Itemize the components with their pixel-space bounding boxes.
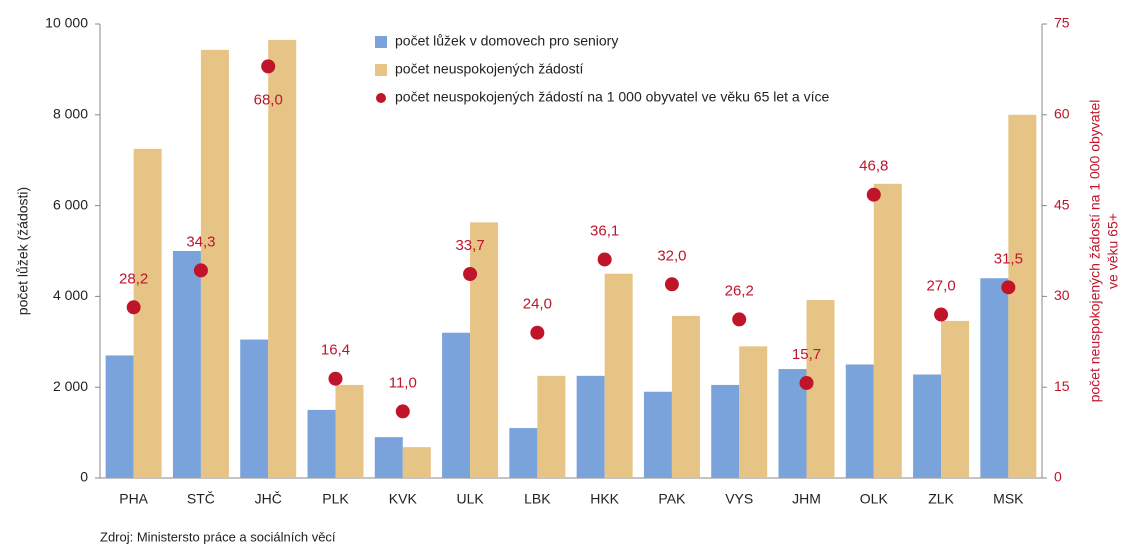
x-tick-label: JHČ xyxy=(255,491,282,507)
x-tick-label: KVK xyxy=(389,491,418,507)
y2-tick-label: 45 xyxy=(1054,196,1070,212)
bar xyxy=(1008,114,1037,479)
y2-tick-label: 75 xyxy=(1054,15,1070,31)
bar xyxy=(268,39,297,478)
bar xyxy=(442,332,471,478)
bar xyxy=(941,320,970,478)
bar xyxy=(537,375,566,478)
y-tick-label: 4 000 xyxy=(53,287,88,303)
bar xyxy=(374,437,403,478)
x-tick-label: HKK xyxy=(590,491,619,507)
x-tick-label: PLK xyxy=(322,491,349,507)
data-label: 16,4 xyxy=(321,342,350,359)
dot xyxy=(1001,280,1016,295)
y-tick-label: 6 000 xyxy=(53,196,88,212)
data-label: 27,0 xyxy=(926,278,955,295)
dot xyxy=(664,277,679,292)
data-label: 28,2 xyxy=(119,270,148,287)
legend-marker xyxy=(375,64,387,76)
legend-label: počet neuspokojených žádostí na 1 000 ob… xyxy=(395,89,830,105)
y-tick-label: 2 000 xyxy=(53,378,88,394)
source-note: Zdroj: Ministersto práce a sociálních vě… xyxy=(100,529,336,544)
bar xyxy=(913,374,942,478)
x-tick-label: PAK xyxy=(658,491,686,507)
y-axis-title: počet lůžek (žádosti) xyxy=(15,187,31,315)
bar xyxy=(643,391,672,478)
data-label: 15,7 xyxy=(792,346,821,363)
dot xyxy=(463,267,478,282)
bar xyxy=(133,148,162,478)
bar xyxy=(980,278,1009,478)
bar xyxy=(402,447,431,478)
y2-tick-label: 60 xyxy=(1054,106,1070,122)
data-label: 26,2 xyxy=(725,282,754,299)
y-tick-label: 10 000 xyxy=(45,15,88,31)
dot xyxy=(732,312,747,327)
data-label: 34,3 xyxy=(186,233,215,250)
dot xyxy=(395,404,410,419)
y2-axis-title: ve věku 65+ xyxy=(1105,213,1121,289)
data-label: 68,0 xyxy=(254,91,283,108)
dot xyxy=(934,307,949,322)
x-tick-label: ULK xyxy=(456,491,484,507)
bar xyxy=(240,339,269,478)
y2-tick-label: 15 xyxy=(1054,378,1070,394)
data-label: 46,8 xyxy=(859,158,888,175)
dot xyxy=(530,325,545,340)
dot xyxy=(126,300,141,315)
bar xyxy=(470,222,499,478)
bar xyxy=(806,300,835,478)
data-label: 36,1 xyxy=(590,222,619,239)
data-label: 24,0 xyxy=(523,296,552,313)
bar xyxy=(739,346,768,478)
legend-label: počet lůžek v domovech pro seniory xyxy=(395,33,618,49)
data-label: 11,0 xyxy=(389,374,417,391)
dot xyxy=(597,252,612,267)
x-tick-label: STČ xyxy=(187,491,215,507)
legend-label: počet neuspokojených žádostí xyxy=(395,61,583,77)
data-label: 32,0 xyxy=(657,247,686,264)
x-tick-label: LBK xyxy=(524,491,551,507)
y-tick-label: 8 000 xyxy=(53,106,88,122)
x-tick-label: PHA xyxy=(119,491,148,507)
bar xyxy=(671,315,700,478)
bar xyxy=(576,375,605,478)
y-tick-label: 0 xyxy=(80,469,88,485)
bar xyxy=(604,273,633,478)
bar xyxy=(200,49,229,479)
x-tick-label: OLK xyxy=(860,491,889,507)
x-tick-label: ZLK xyxy=(928,491,954,507)
dot xyxy=(866,187,881,202)
dot xyxy=(328,371,343,386)
data-label: 31,5 xyxy=(994,250,1023,267)
bar xyxy=(509,428,538,478)
x-tick-label: VYS xyxy=(725,491,753,507)
dot xyxy=(799,375,814,390)
dot xyxy=(261,59,276,74)
bar xyxy=(711,384,740,478)
x-tick-label: JHM xyxy=(792,491,821,507)
y2-axis-title: počet neuspokojených žádostí na 1 000 ob… xyxy=(1087,100,1103,403)
legend-marker xyxy=(375,36,387,48)
y2-tick-label: 0 xyxy=(1054,469,1062,485)
bar xyxy=(172,251,201,478)
bar xyxy=(845,364,874,478)
legend-marker xyxy=(376,93,386,103)
bar xyxy=(335,384,364,478)
dot xyxy=(193,263,208,278)
y2-tick-label: 30 xyxy=(1054,287,1070,303)
bar xyxy=(105,355,134,478)
data-label: 33,7 xyxy=(455,237,484,254)
x-tick-label: MSK xyxy=(993,491,1024,507)
bar xyxy=(307,409,336,478)
bar xyxy=(873,183,902,479)
